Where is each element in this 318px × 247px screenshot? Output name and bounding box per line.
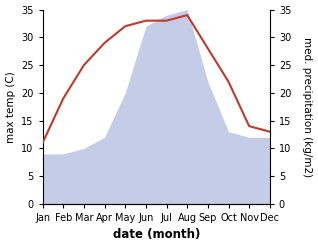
X-axis label: date (month): date (month) (113, 228, 200, 242)
Y-axis label: med. precipitation (kg/m2): med. precipitation (kg/m2) (302, 37, 313, 177)
Y-axis label: max temp (C): max temp (C) (5, 71, 16, 143)
